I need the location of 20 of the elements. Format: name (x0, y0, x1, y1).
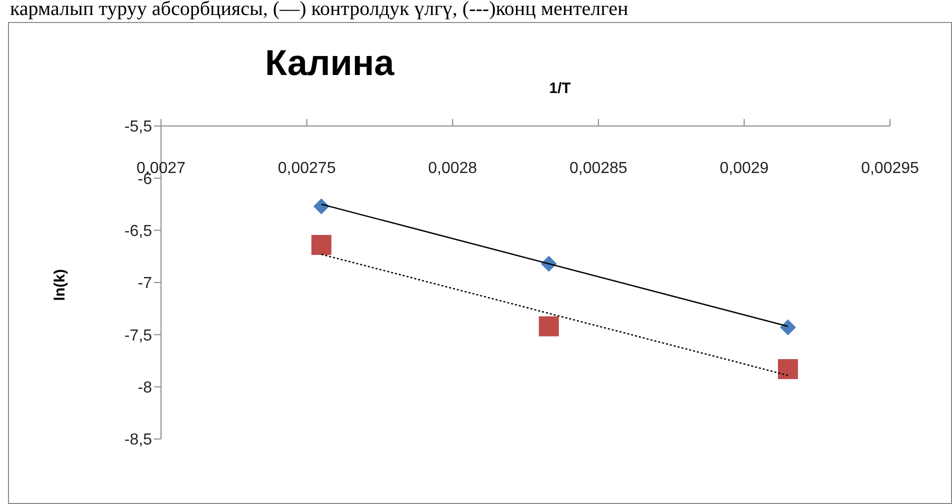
point (778, 359, 798, 380)
y-tick-label: -7,5 (124, 327, 152, 344)
x-tick-label: 0,00295 (861, 160, 920, 177)
point (313, 198, 330, 214)
y-tick-label: -7 (138, 275, 152, 292)
point (780, 319, 796, 336)
y-axis-title: ln(k) (52, 269, 68, 301)
x-tick-label: 0,0029 (720, 160, 769, 177)
point (311, 234, 332, 255)
x-tick-label: 0,00285 (569, 160, 628, 177)
text: кармалып туруу абсорбциясы, (—) контролдук үлгү, (---)конц ментелген (10, 0, 628, 21)
y-tick-label: -6,5 (124, 223, 152, 240)
x-axis-title: 1/T (548, 80, 572, 97)
y-tick-label: -8,5 (124, 432, 152, 449)
x-tick-label: 0,00275 (278, 160, 336, 177)
point (538, 316, 559, 336)
y-tick-label: -8 (138, 380, 152, 397)
x-tick-label: 0,0028 (428, 160, 478, 177)
chart-title: Калина (265, 42, 394, 84)
y-tick-label: -5,5 (124, 118, 152, 136)
